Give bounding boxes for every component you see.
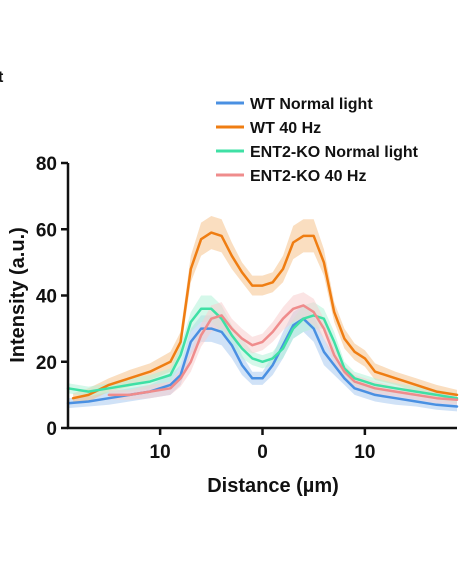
series-lines	[66, 231, 459, 408]
legend-label: ENT2-KO Normal light	[250, 144, 419, 161]
line-series-3	[66, 307, 459, 400]
y-axis: 0 20 40 60 80	[36, 154, 70, 440]
x-tick-label: 10	[354, 442, 375, 463]
panel-mark: t	[0, 69, 4, 86]
legend-label: WT 40 Hz	[250, 120, 321, 137]
y-tick-label: 0	[46, 419, 57, 440]
y-tick-label: 60	[36, 220, 57, 241]
x-tick-label: 0	[257, 442, 268, 463]
x-axis: 10 0 10	[67, 426, 457, 463]
y-tick-label: 40	[36, 287, 57, 308]
y-tick-label: 20	[36, 353, 57, 374]
y-axis-title: Intensity (a.u.)	[7, 227, 29, 363]
line-series-1	[66, 317, 459, 408]
x-axis-title: Distance (µm)	[207, 475, 339, 497]
line-series-4	[107, 304, 459, 402]
line-series-2	[71, 231, 459, 400]
y-tick-label: 80	[36, 154, 57, 175]
legend: WT Normal light WT 40 Hz ENT2-KO Normal li…	[216, 96, 419, 185]
x-tick-label: 10	[150, 442, 171, 463]
legend-label: WT Normal light	[250, 96, 373, 113]
legend-label: ENT2-KO 40 Hz	[250, 168, 366, 185]
confidence-bands	[68, 216, 458, 412]
